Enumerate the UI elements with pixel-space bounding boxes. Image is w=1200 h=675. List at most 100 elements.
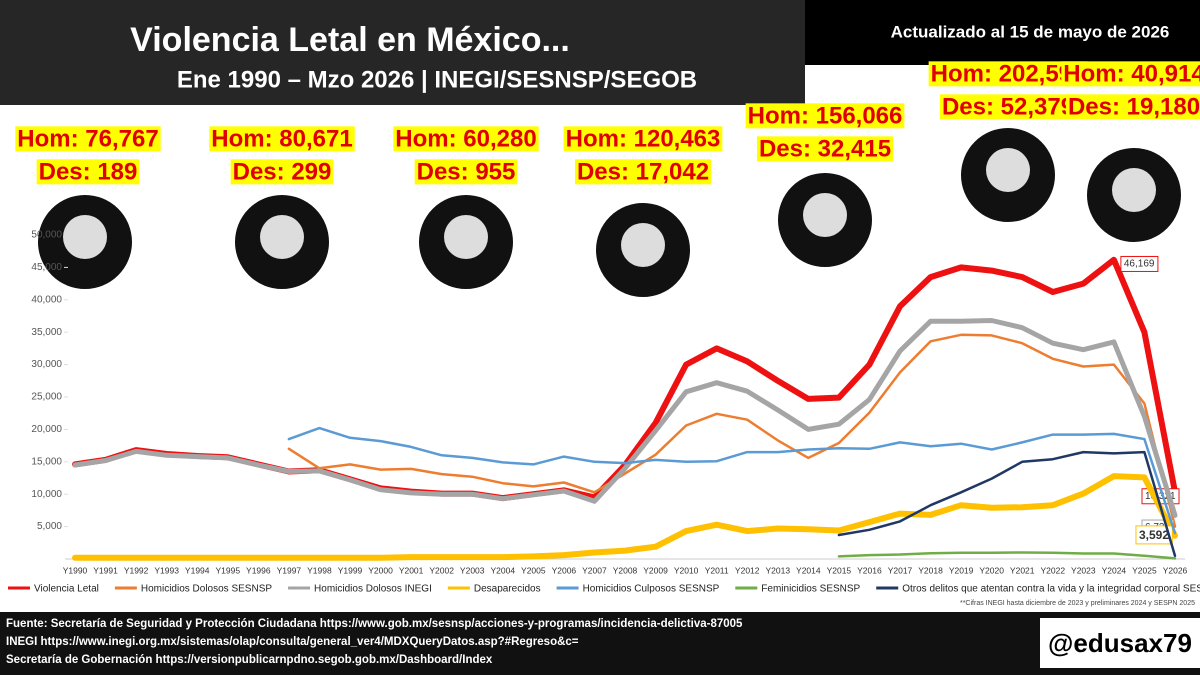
annotation-highlight	[928, 61, 1088, 87]
legend-label: Violencia Letal	[34, 584, 99, 595]
x-tick-label: Y2022	[1040, 565, 1065, 575]
legend-label: Feminicidios SESNSP	[761, 584, 860, 595]
x-tick-label: Y2002	[429, 565, 454, 575]
data-label: 10,321	[1145, 491, 1176, 502]
annotation: Des: 299	[233, 158, 332, 185]
x-tick-label: Y2004	[490, 565, 515, 575]
annotation-highlight	[414, 159, 518, 185]
source: INEGI https://www.inegi.org.mx/sistemas/…	[6, 636, 579, 648]
handle: @edusax79	[1048, 628, 1192, 658]
portrait-face	[63, 215, 107, 259]
x-tick-label: Y2013	[765, 565, 790, 575]
annotation: Des: 189	[39, 158, 138, 185]
x-tick-label: Y2017	[888, 565, 913, 575]
data-label-box	[1120, 255, 1159, 272]
legend-label: Otros delitos que atentan contra la vida…	[902, 584, 1200, 595]
portrait-face	[1112, 168, 1156, 212]
y-tick-label: 25,000	[31, 392, 62, 403]
portrait-face	[621, 223, 665, 267]
annotation-highlight	[756, 136, 894, 162]
footer	[0, 612, 1200, 675]
y-tick-label: 5,000	[37, 521, 62, 532]
annotation-highlight	[574, 159, 712, 185]
x-tick-label: Y2010	[674, 565, 699, 575]
annotation-highlight	[745, 103, 905, 129]
series-line	[837, 450, 1177, 558]
y-tick-label: 10,000	[31, 489, 62, 500]
series-line	[287, 333, 1177, 528]
x-tick-label: Y2003	[460, 565, 485, 575]
annotation: Hom: 76,767	[17, 125, 158, 152]
x-tick-label: Y2020	[979, 565, 1004, 575]
annotation-highlight	[393, 126, 539, 152]
x-tick-label: Y1990	[63, 565, 88, 575]
annotation: Des: 955	[417, 158, 516, 185]
title-banner	[0, 0, 805, 105]
annotation-highlight	[1065, 94, 1200, 120]
note: **Cifras INEGI hasta diciembre de 2023 y…	[960, 600, 1195, 607]
x-tick-label: Y2006	[552, 565, 577, 575]
annotation: Des: 52,379	[942, 93, 1074, 120]
x-tick-label: Y2012	[735, 565, 760, 575]
series-line	[837, 551, 1177, 560]
portrait-face	[260, 215, 304, 259]
x-tick-label: Y2000	[368, 565, 393, 575]
x-tick-label: Y2021	[1010, 565, 1035, 575]
chart-title: Violencia Letal en México...	[130, 21, 570, 59]
annotation: Hom: 202,599	[931, 60, 1086, 87]
x-tick-label: Y2026	[1163, 565, 1188, 575]
x-tick-label: Y1996	[246, 565, 271, 575]
data-label: 46,169	[1124, 258, 1155, 269]
x-tick-label: Y1994	[185, 565, 210, 575]
legend-label: Homicidios Culposos SESNSP	[583, 584, 720, 595]
portrait-face	[444, 215, 488, 259]
x-tick-label: Y2008	[613, 565, 638, 575]
annotation-highlight	[209, 126, 355, 152]
data-label-box	[1135, 525, 1173, 545]
chart-subtitle: Ene 1990 – Mzo 2026 | INEGI/SESNSP/SEGOB	[177, 66, 697, 93]
source: Secretaría de Gobernación https://versio…	[6, 654, 493, 666]
legend-label: Homicidios Dolosos SESNSP	[141, 584, 272, 595]
annotation: Hom: 156,066	[748, 102, 903, 129]
y-tick-label: 35,000	[31, 327, 62, 338]
y-tick-label: 50,000	[31, 230, 62, 241]
source: Fuente: Secretaría de Seguridad y Protec…	[6, 618, 743, 630]
x-tick-label: Y1999	[338, 565, 363, 575]
y-tick-label: 40,000	[31, 294, 62, 305]
annotation: Hom: 60,280	[395, 125, 536, 152]
annotation: Des: 19,180	[1068, 93, 1200, 120]
annotation: Hom: 120,463	[566, 125, 721, 152]
series-line	[72, 318, 1178, 518]
legend-label: Homicidios Dolosos INEGI	[314, 584, 432, 595]
x-tick-label: Y1998	[307, 565, 332, 575]
annotation-highlight	[230, 159, 334, 185]
x-tick-label: Y1992	[124, 565, 149, 575]
update-banner	[805, 0, 1200, 65]
x-tick-label: Y2007	[582, 565, 607, 575]
x-tick-label: Y2014	[796, 565, 821, 575]
x-tick-label: Y2023	[1071, 565, 1096, 575]
x-tick-label: Y1991	[93, 565, 118, 575]
y-tick-label: 20,000	[31, 424, 62, 435]
y-tick-label: 30,000	[31, 359, 62, 370]
annotation-highlight	[36, 159, 140, 185]
series-line	[287, 426, 1177, 535]
x-tick-label: Y1993	[154, 565, 179, 575]
x-tick-label: Y2018	[918, 565, 943, 575]
annotation-highlight	[1061, 61, 1200, 87]
x-tick-label: Y2024	[1102, 565, 1127, 575]
y-tick-label: 15,000	[31, 456, 62, 467]
annotation-highlight	[15, 126, 161, 152]
series-line	[72, 473, 1178, 561]
x-tick-label: Y2009	[643, 565, 668, 575]
handle-box	[1040, 618, 1200, 668]
x-tick-label: Y1995	[215, 565, 240, 575]
x-tick-label: Y1997	[277, 565, 302, 575]
portrait-face	[803, 193, 847, 237]
annotation-highlight	[563, 126, 723, 152]
legend-label: Desaparecidos	[474, 584, 541, 595]
annotation: Hom: 80,671	[211, 125, 352, 152]
x-tick-label: Y2019	[949, 565, 974, 575]
x-tick-label: Y2001	[399, 565, 424, 575]
